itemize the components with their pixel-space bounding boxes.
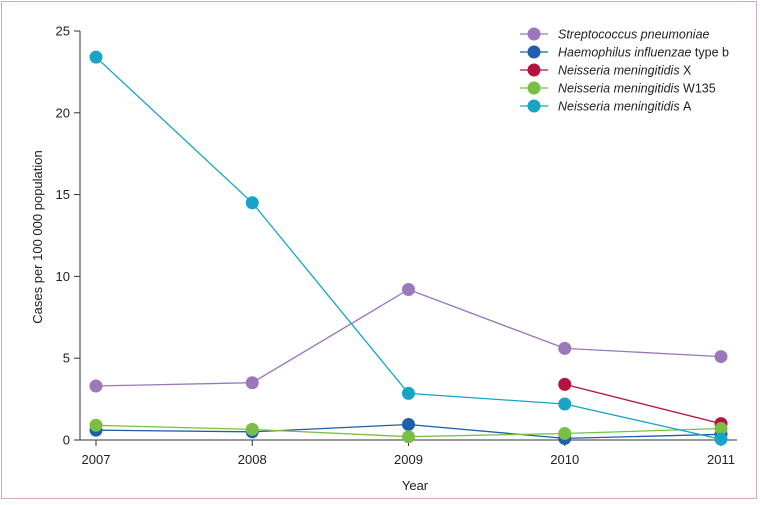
legend-marker-1: [527, 45, 541, 59]
x-tick-label: 2008: [238, 452, 267, 467]
legend-marker-0: [527, 27, 541, 41]
x-axis-title: Year: [402, 478, 429, 493]
data-point-3: [402, 430, 415, 444]
data-point-0: [245, 376, 259, 390]
series-points: [89, 50, 728, 446]
x-tick-label: 2007: [82, 452, 111, 467]
y-tick-label: 20: [56, 105, 70, 120]
data-point-3: [245, 422, 259, 436]
y-tick-label: 25: [56, 24, 70, 39]
legend-label-suffix: W135: [680, 82, 716, 96]
data-point-4: [245, 196, 259, 210]
legend-label-suffix: X: [680, 64, 692, 78]
y-tick-label: 15: [56, 187, 70, 202]
legend-label-2: Neisseria meningitidis X: [558, 64, 692, 78]
y-axis-title: Cases per 100 000 population: [30, 150, 45, 323]
data-point-0: [402, 282, 415, 296]
data-point-0: [714, 350, 728, 364]
data-point-4: [89, 50, 103, 64]
x-tick-label: 2011: [707, 452, 735, 467]
legend-label-suffix: type b: [691, 46, 729, 60]
y-tick-label: 5: [63, 351, 70, 366]
legend-marker-2: [527, 63, 541, 77]
data-point-3: [714, 422, 728, 436]
data-point-4: [558, 397, 572, 411]
legend-label-1: Haemophilus influenzae type b: [558, 46, 729, 60]
series-line-0: [95, 288, 722, 387]
series-lines: [95, 56, 722, 440]
legend-label-italic: Neisseria meningitidis: [558, 64, 680, 78]
legend-label-italic: Streptococcus pneumoniae: [558, 28, 710, 42]
data-point-0: [558, 341, 572, 355]
legend-label-italic: Neisseria meningitidis: [558, 100, 680, 114]
legend-label-suffix: A: [680, 100, 692, 114]
data-point-4: [402, 386, 415, 400]
y-tick-label: 10: [56, 269, 70, 284]
axes: 0 5 10 15 20 25 2007 2008 2009 2010 2011: [56, 24, 737, 467]
legend-label-4: Neisseria meningitidis A: [558, 100, 692, 114]
legend-label-italic: Haemophilus influenzae: [558, 46, 691, 60]
x-tick-label: 2009: [394, 452, 423, 467]
legend: Streptococcus pneumoniae Haemophilus infl…: [520, 27, 729, 114]
legend-marker-4: [527, 99, 541, 113]
data-point-2: [558, 377, 572, 391]
legend-label-italic: Neisseria meningitidis: [558, 82, 680, 96]
data-point-1: [402, 417, 415, 431]
data-point-0: [89, 379, 103, 393]
x-tick-label: 2010: [550, 452, 579, 467]
series-line-2: [564, 383, 722, 425]
data-point-3: [89, 418, 103, 432]
y-tick-label: 0: [63, 433, 70, 448]
legend-label-3: Neisseria meningitidis W135: [558, 82, 716, 96]
data-point-4: [714, 432, 728, 446]
legend-marker-3: [527, 81, 541, 95]
data-point-3: [558, 426, 572, 440]
legend-label-0: Streptococcus pneumoniae: [558, 28, 710, 42]
series-line-4: [95, 56, 722, 440]
